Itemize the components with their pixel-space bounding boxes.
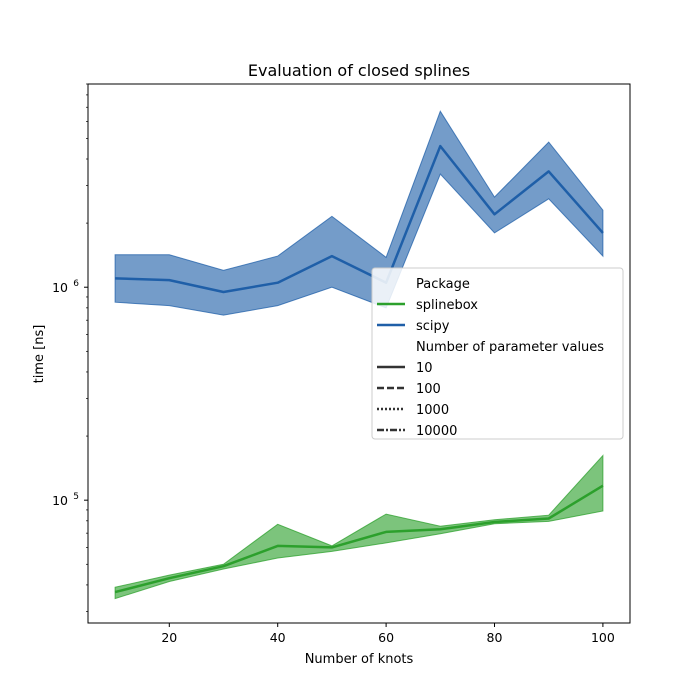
legend-style-label-1000: 1000 [416, 403, 449, 418]
y-axis: 10 5 10 6 [52, 83, 88, 612]
ci-band-splinebox [114, 454, 604, 600]
axes-frame [87, 83, 631, 624]
legend-label-scipy: scipy [416, 319, 450, 334]
x-tick-label: 80 [487, 630, 503, 645]
legend-style-label-10000: 10000 [416, 424, 457, 439]
legend-style-label-10: 10 [416, 361, 433, 376]
legend-style-label-100: 100 [416, 382, 441, 397]
y-tick-label: 10 [52, 280, 68, 295]
y-tick-exponent: 5 [73, 492, 79, 502]
x-axis-label: Number of knots [305, 652, 414, 667]
chart-title: Evaluation of closed splines [248, 61, 470, 80]
ci-band-scipy [114, 110, 604, 316]
y-tick-exponent: 6 [73, 279, 79, 289]
legend-frame [371, 267, 624, 440]
legend-label-splinebox: splinebox [416, 298, 478, 313]
legend: Package splinebox scipy Number of parameter… [371, 267, 624, 440]
legend-style-title: Number of parameter values [416, 340, 604, 355]
x-tick-label: 100 [591, 630, 615, 645]
series-line-splinebox [114, 484, 604, 594]
x-tick-label: 20 [161, 630, 177, 645]
legend-hue-title: Package [416, 277, 470, 292]
x-tick-label: 60 [378, 630, 394, 645]
series-line-scipy [115, 144, 604, 294]
x-axis: 20 40 60 80 100 [161, 623, 615, 645]
plot-area [114, 110, 604, 600]
y-axis-label: time [ns] [32, 325, 47, 384]
x-tick-label: 40 [270, 630, 286, 645]
y-tick-label: 10 [52, 493, 68, 508]
